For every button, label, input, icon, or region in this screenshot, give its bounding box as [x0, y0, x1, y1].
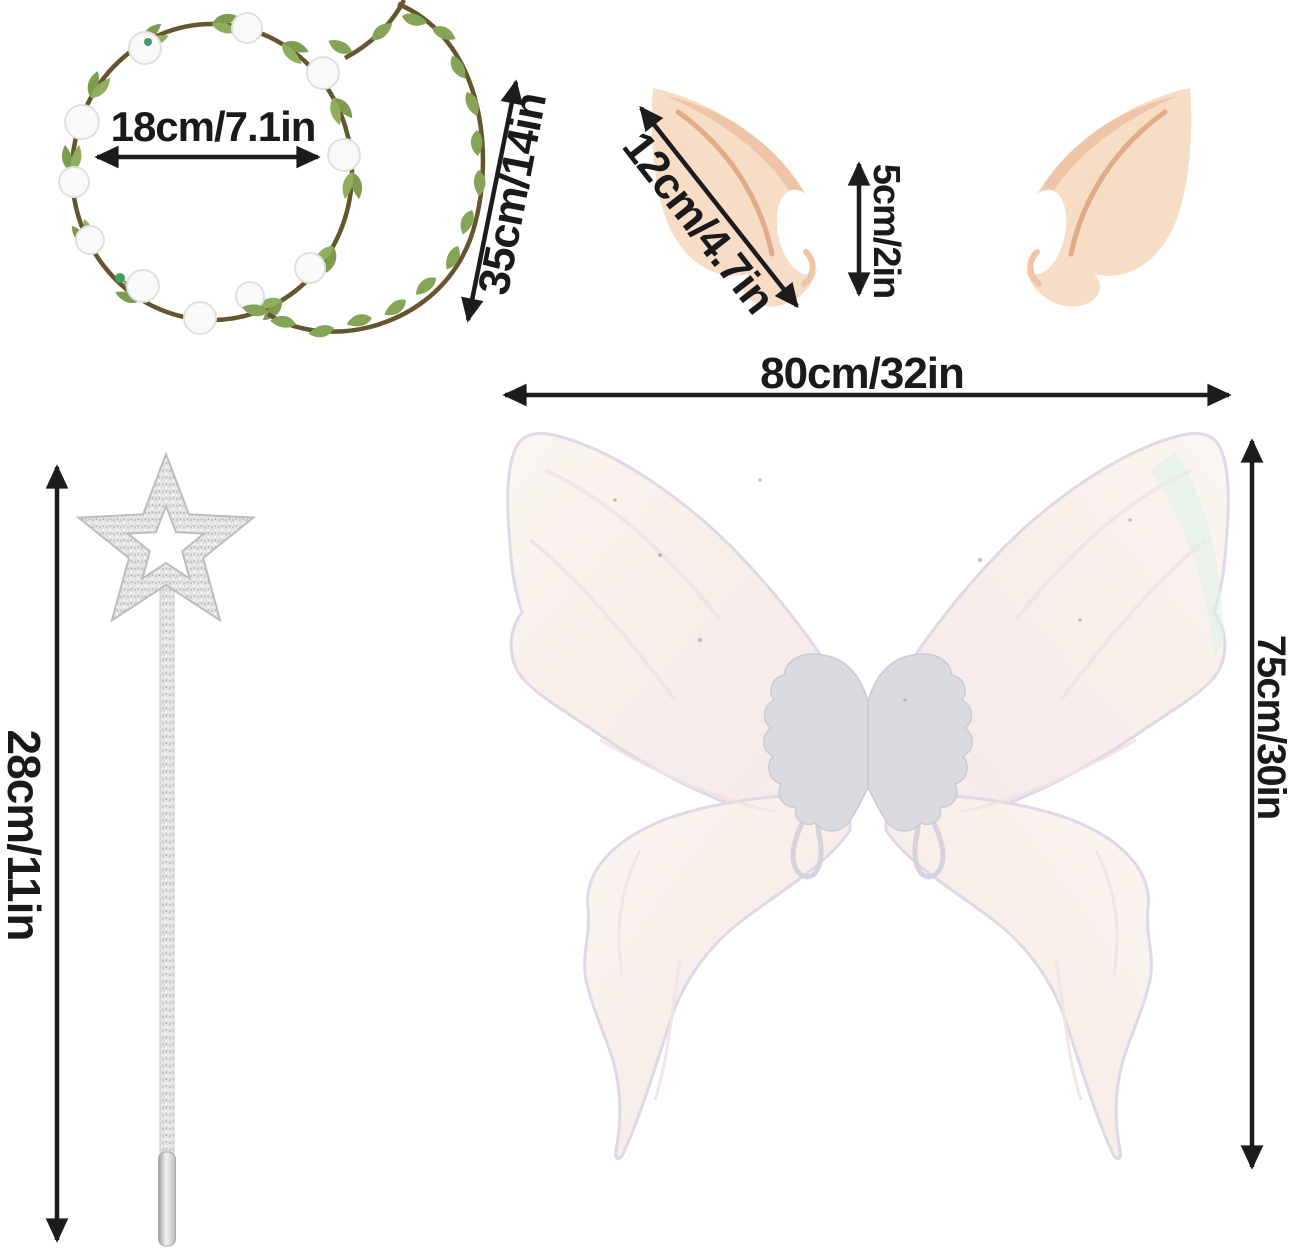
wings-height-label: 75cm/30in	[1249, 634, 1289, 820]
crown-diameter-label: 18cm/7.1in	[110, 103, 317, 150]
flower-crown-illustration	[58, 12, 363, 335]
elf-ear-right-illustration	[1011, 88, 1192, 307]
wreath-flowers	[58, 12, 361, 335]
vine-leaves	[240, 11, 487, 339]
ear-length-arrow	[639, 105, 799, 309]
wings-width-label: 80cm/32in	[760, 349, 965, 398]
wand-length-label: 28cm/11in	[0, 729, 50, 941]
leaf-vine-illustration	[240, 0, 487, 339]
fairy-wings-illustration	[508, 433, 1229, 1158]
star-wand-illustration	[75, 451, 257, 1247]
ear-height-label: 5cm/2in	[865, 163, 907, 299]
vine-length-arrow	[461, 79, 523, 323]
